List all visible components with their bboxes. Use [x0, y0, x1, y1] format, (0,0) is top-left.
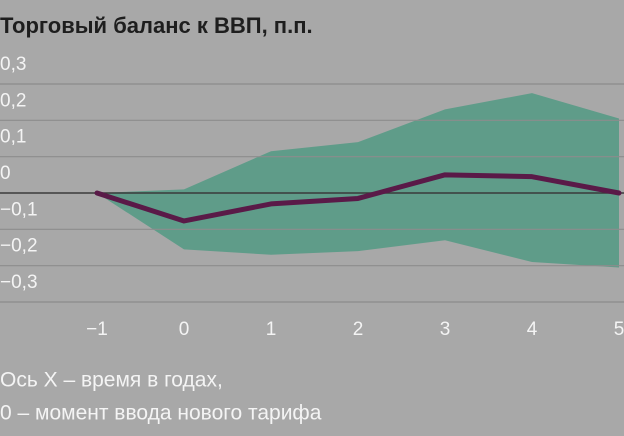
note: 0 – момент ввода нового тарифа	[0, 402, 322, 425]
x-tick-label: 3	[440, 319, 451, 340]
x-tick-label: 4	[527, 319, 538, 340]
note: Ось X – время в годах,	[0, 369, 223, 392]
x-tick-label: 2	[353, 319, 364, 340]
y-tick-label: 0,1	[0, 127, 26, 148]
y-tick-label: 0,2	[0, 90, 26, 111]
x-tick-label: 5	[614, 319, 624, 340]
x-tick-label: 0	[179, 319, 190, 340]
y-tick-label: 0	[0, 163, 11, 184]
y-tick-label: −0,3	[0, 272, 38, 293]
y-tick-label: 0,3	[0, 54, 26, 75]
x-tick-label: −1	[86, 319, 108, 340]
y-tick-label: −0,1	[0, 199, 38, 220]
data-line	[94, 172, 622, 224]
x-tick-label: 1	[266, 319, 277, 340]
chart-title: Торговый баланс к ВВП, п.п.	[0, 13, 313, 38]
y-tick-label: −0,2	[0, 236, 38, 257]
confidence-band	[97, 93, 619, 268]
